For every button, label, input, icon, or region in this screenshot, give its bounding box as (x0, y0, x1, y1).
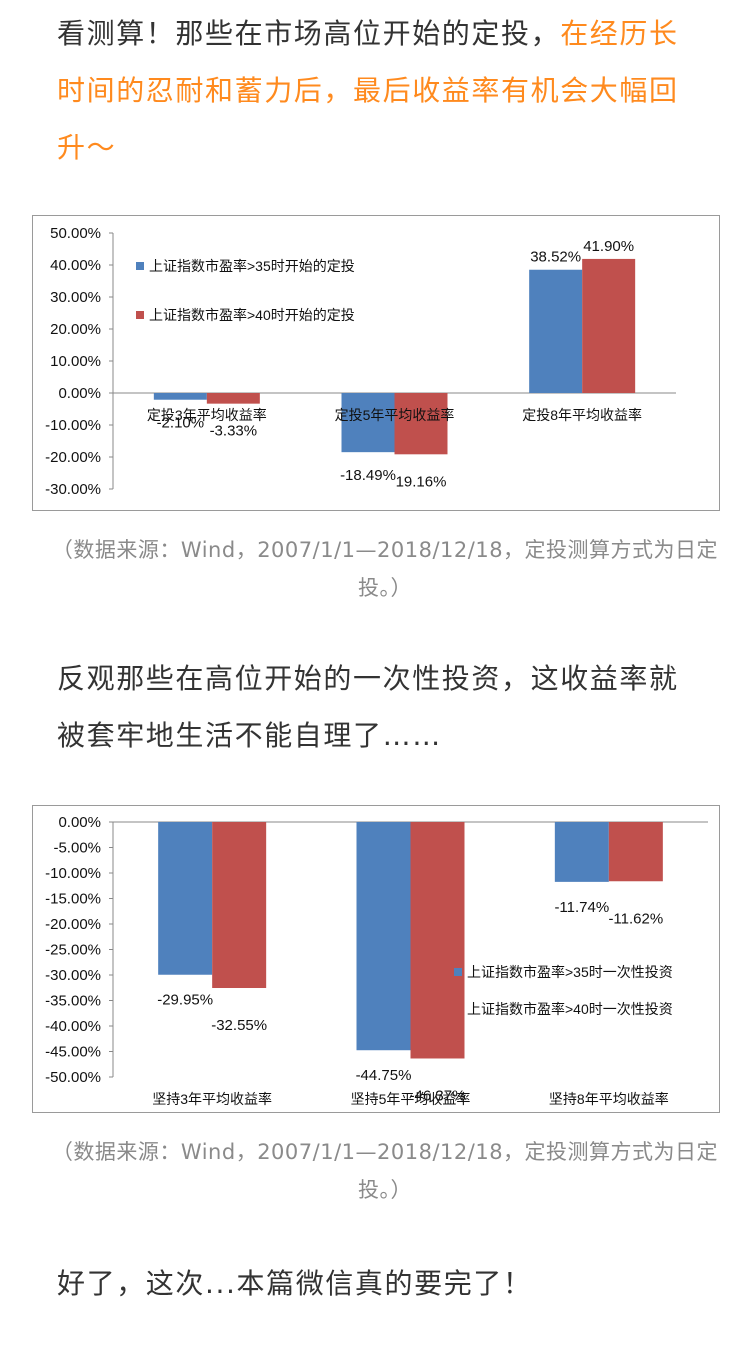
data-label: -18.49% (340, 467, 396, 484)
bar-pe35 (356, 822, 411, 1051)
chart-lump-sum-svg: 0.00% -5.00% -10.00% -15.00% -20.00% -25.00% -… (45, 814, 708, 1107)
bar-pe40 (410, 822, 465, 1059)
y-tick-label: 0.00% (58, 814, 101, 831)
paragraph-intro-text: 看测算！那些在市场高位开始的定投， (57, 17, 561, 50)
paragraph-lump-sum: 反观那些在高位开始的一次性投资，这收益率就被套牢地生活不能自理了…… (57, 662, 679, 752)
data-label: 41.90% (583, 238, 634, 255)
y-tick-label: -5.00% (53, 840, 101, 857)
legend-swatch (454, 1005, 462, 1013)
bar-pe35 (341, 393, 395, 453)
y-tick-label: -45.00% (45, 1044, 101, 1061)
y-tick-label: -10.00% (45, 865, 101, 882)
legend-label: 上证指数市盈率>40时开始的定投 (149, 307, 355, 323)
category-label: 坚持3年平均收益率 (152, 1091, 272, 1107)
chart-dca-svg: 50.00% 40.00% 30.00% 20.00% 10.00% 0.00% -10.0… (45, 225, 676, 498)
data-label: -46.37% (410, 1087, 466, 1104)
data-label: -3.33% (210, 423, 258, 440)
y-tick-label: 10.00% (50, 353, 101, 370)
legend-swatch (454, 968, 462, 976)
y-tick-label: 30.00% (50, 289, 101, 306)
y-tick-label: -30.00% (45, 967, 101, 984)
y-tick-label: -15.00% (45, 891, 101, 908)
category-label: 定投8年平均收益率 (522, 407, 642, 423)
legend-label: 上证指数市盈率>35时一次性投资 (467, 964, 673, 980)
paragraph-intro-highlight: 在经历长时间的忍耐和蓄力后，最后收益率有机会大幅回升～ (57, 17, 679, 164)
bar-pe40 (608, 822, 663, 882)
bar-pe35 (529, 269, 583, 393)
bar-pe35 (153, 393, 207, 400)
y-tick-label: -30.00% (45, 481, 101, 498)
bar-pe40 (394, 393, 448, 455)
paragraph-intro: 看测算！那些在市场高位开始的定投，在经历长时间的忍耐和蓄力后，最后收益率有机会大… (57, 5, 707, 176)
y-tick-label: -50.00% (45, 1069, 101, 1086)
data-label: -2.10% (157, 415, 205, 432)
category-label: 定投5年平均收益率 (335, 407, 455, 423)
category-label: 定投3年平均收益率 (147, 407, 267, 423)
y-tick-label: -10.00% (45, 417, 101, 434)
bar-pe40 (212, 822, 267, 989)
y-tick-label: -40.00% (45, 1018, 101, 1035)
caption-1: （数据来源：Wind，2007/1/1—2018/12/18，定投测算方式为日定… (51, 538, 719, 600)
bar-pe40 (206, 393, 260, 404)
y-tick-label: -25.00% (45, 942, 101, 959)
y-tick-label: 0.00% (58, 385, 101, 402)
data-label: -11.62% (608, 910, 663, 927)
paragraph-ending: 好了，这次...本篇微信真的要完了！ (57, 1267, 533, 1300)
chart-dca-returns: 50.00% 40.00% 30.00% 20.00% 10.00% 0.00% -10.0… (32, 215, 720, 511)
y-tick-label: 50.00% (50, 225, 101, 242)
bar-pe35 (554, 822, 609, 882)
bar-pe35 (158, 822, 213, 975)
y-tick-label: -20.00% (45, 449, 101, 466)
caption-2: （数据来源：Wind，2007/1/1—2018/12/18，定投测算方式为日定… (51, 1140, 719, 1202)
y-tick-label: -35.00% (45, 993, 101, 1010)
legend-swatch (136, 262, 144, 270)
bar-pe40 (582, 258, 636, 393)
data-label: -29.95% (157, 992, 213, 1009)
y-tick-label: 40.00% (50, 257, 101, 274)
legend-label: 上证指数市盈率>35时开始的定投 (149, 258, 355, 274)
legend-label: 上证指数市盈率>40时一次性投资 (467, 1001, 673, 1017)
data-label: -44.75% (356, 1067, 412, 1084)
data-label: 19.16% (396, 473, 447, 490)
category-label: 坚持8年平均收益率 (549, 1091, 669, 1107)
data-label: -11.74% (554, 899, 609, 916)
chart-lump-sum-returns: 0.00% -5.00% -10.00% -15.00% -20.00% -25.00% -… (32, 805, 720, 1113)
category-label: 坚持5年平均收益率 (351, 1091, 471, 1107)
data-label: 38.52% (530, 249, 581, 266)
y-tick-label: 20.00% (50, 321, 101, 338)
y-tick-label: -20.00% (45, 916, 101, 933)
legend-swatch (136, 311, 144, 319)
data-label: -32.55% (211, 1017, 267, 1034)
